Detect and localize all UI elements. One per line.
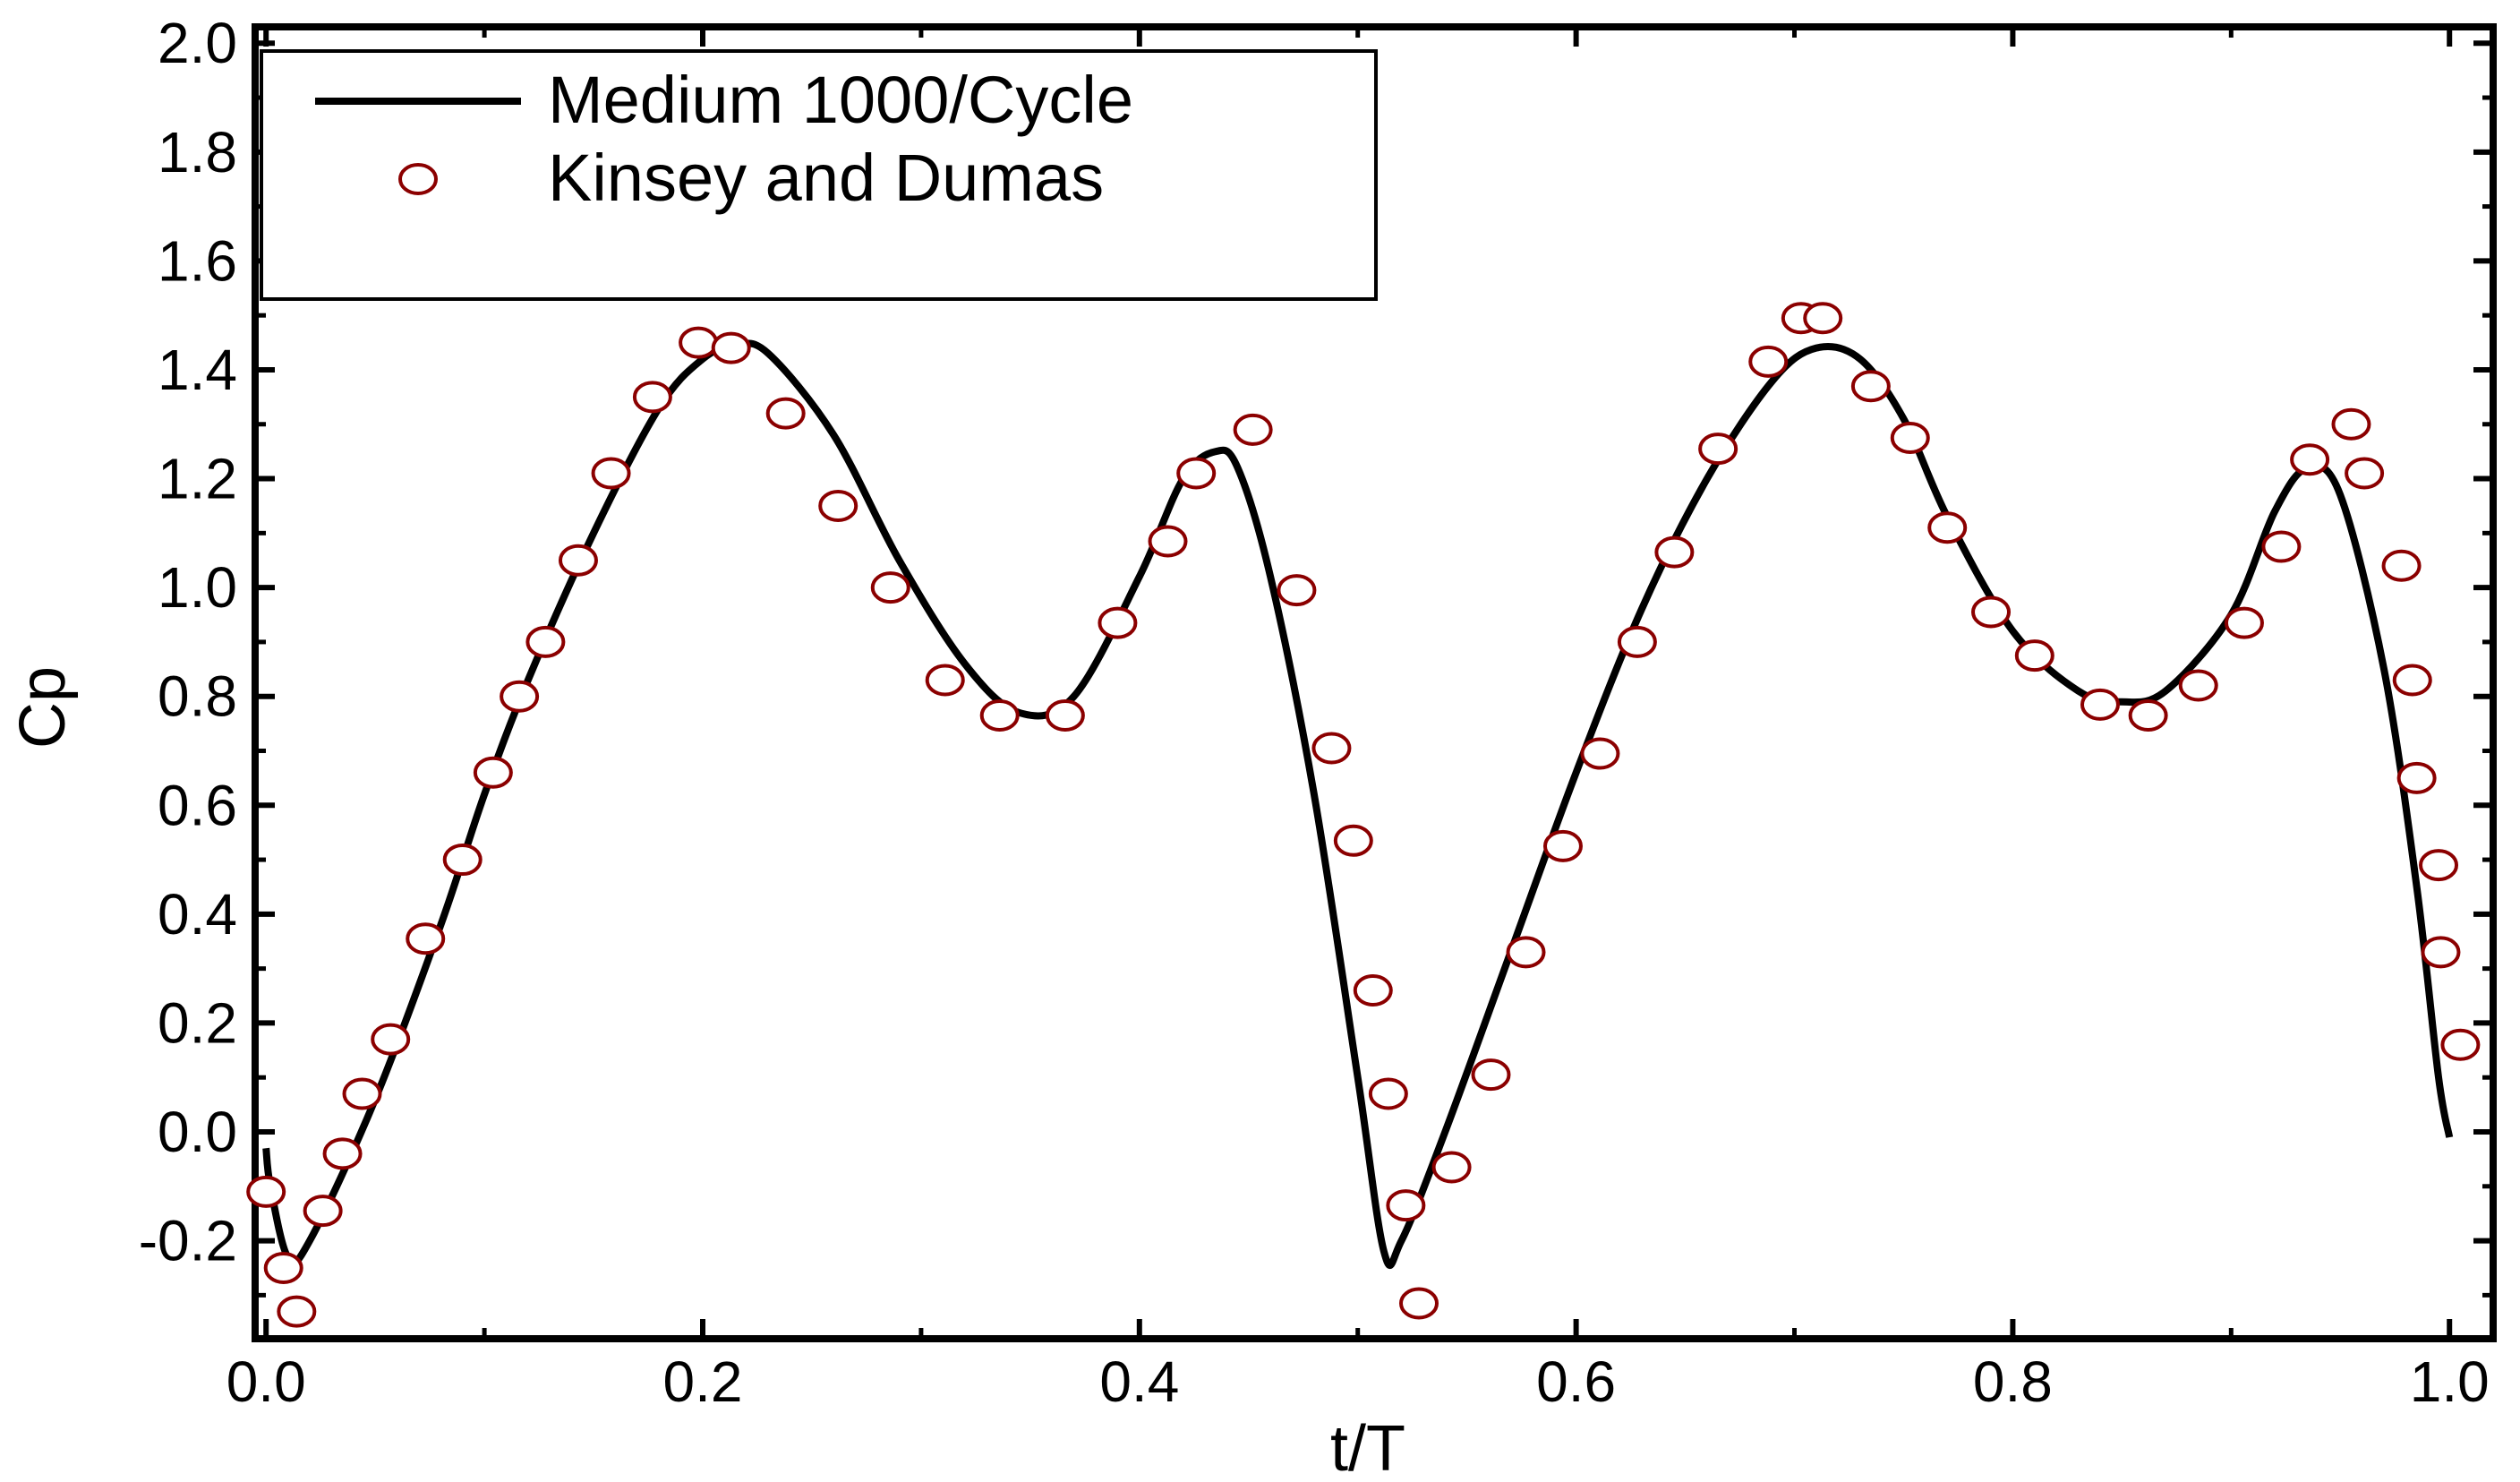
data-point-kinsey-dumas <box>1148 525 1188 558</box>
data-point-kinsey-dumas <box>1927 511 1968 544</box>
data-point-kinsey-dumas <box>818 489 859 522</box>
data-point-kinsey-dumas <box>1277 574 1317 607</box>
data-point-kinsey-dumas <box>2440 1028 2481 1061</box>
x-tick-label: 0.6 <box>1536 1349 1616 1414</box>
y-tick-label: 0.2 <box>158 990 237 1055</box>
data-point-kinsey-dumas <box>1748 345 1789 378</box>
data-point-kinsey-dumas <box>1368 1077 1408 1110</box>
data-point-kinsey-dumas <box>1098 606 1138 639</box>
x-tick-label: 0.0 <box>226 1349 306 1414</box>
data-point-kinsey-dumas <box>679 326 719 359</box>
data-point-kinsey-dumas <box>371 1023 411 1056</box>
data-point-kinsey-dumas <box>1233 413 1273 446</box>
legend-label-line-series: Medium 1000/Cycle <box>548 63 1133 137</box>
data-point-kinsey-dumas <box>1353 973 1393 1007</box>
y-tick-label: 1.6 <box>158 228 237 293</box>
data-point-kinsey-dumas <box>2345 457 2385 490</box>
data-point-kinsey-dumas <box>2261 530 2302 563</box>
data-point-kinsey-dumas <box>979 698 1020 732</box>
data-point-kinsey-dumas <box>1698 433 1738 466</box>
x-tick-label: 0.2 <box>663 1349 743 1414</box>
data-point-kinsey-dumas <box>1654 535 1695 569</box>
data-point-kinsey-dumas <box>525 625 566 658</box>
legend-label-scatter-series: Kinsey and Dumas <box>548 141 1104 215</box>
data-point-kinsey-dumas <box>246 1175 286 1208</box>
data-point-kinsey-dumas <box>2392 664 2432 697</box>
data-point-kinsey-dumas <box>2080 688 2120 721</box>
y-tick-label: 1.2 <box>158 447 237 511</box>
data-point-kinsey-dumas <box>277 1295 317 1328</box>
data-point-kinsey-dumas <box>2014 639 2054 672</box>
y-tick-label: 1.0 <box>158 555 237 620</box>
data-point-kinsey-dumas <box>925 664 965 697</box>
legend-box <box>260 49 1378 301</box>
data-point-kinsey-dumas <box>1333 824 1373 857</box>
data-point-kinsey-dumas <box>1045 698 1085 732</box>
y-tick-label: 2.0 <box>158 11 237 75</box>
data-point-kinsey-dumas <box>1803 302 1843 335</box>
legend-marker-symbol <box>398 163 438 195</box>
data-point-kinsey-dumas <box>711 331 751 364</box>
data-point-kinsey-dumas <box>1386 1189 1426 1222</box>
data-point-kinsey-dumas <box>1506 936 1546 969</box>
data-point-kinsey-dumas <box>442 844 483 877</box>
data-point-kinsey-dumas <box>263 1251 303 1284</box>
data-point-kinsey-dumas <box>500 680 540 713</box>
data-point-kinsey-dumas <box>2421 936 2461 969</box>
y-axis-title: Cp <box>7 666 79 749</box>
series-line-medium-1000-cycle <box>262 339 2454 1270</box>
data-point-kinsey-dumas <box>870 571 910 604</box>
data-point-kinsey-dumas <box>1471 1058 1511 1092</box>
axis-tick-labels: 0.0 0.2 0.4 0.6 0.8 1.0 -0.2 0.0 0.2 0.4 0.6 0.8 1.0… <box>139 11 2490 1414</box>
plot-border <box>252 23 2497 1342</box>
data-point-kinsey-dumas <box>1617 625 1657 658</box>
data-point-kinsey-dumas <box>342 1077 382 1110</box>
x-tick-label: 0.4 <box>1099 1349 1179 1414</box>
x-axis-title: t/T <box>1330 1413 1405 1482</box>
data-point-kinsey-dumas <box>558 544 598 577</box>
legend: Medium 1000/Cycle Kinsey and Dumas <box>260 49 1378 301</box>
data-point-kinsey-dumas <box>1311 732 1352 765</box>
data-point-kinsey-dumas <box>1431 1151 1472 1184</box>
y-tick-label: -0.2 <box>139 1209 237 1273</box>
data-point-kinsey-dumas <box>1850 370 1891 403</box>
data-point-kinsey-dumas <box>1542 829 1583 862</box>
data-point-kinsey-dumas <box>2419 849 2459 882</box>
data-point-kinsey-dumas <box>1399 1287 1439 1320</box>
data-point-kinsey-dumas <box>2290 443 2330 476</box>
data-point-kinsey-dumas <box>406 922 446 955</box>
plot-frame <box>252 23 2497 1342</box>
y-tick-label: 0.8 <box>158 664 237 729</box>
y-tick-label: 0.6 <box>158 773 237 837</box>
data-point-kinsey-dumas <box>2331 407 2371 441</box>
data-point-kinsey-dumas <box>322 1137 363 1170</box>
y-tick-label: 0.0 <box>158 1100 237 1164</box>
x-tick-label: 0.8 <box>1973 1349 2053 1414</box>
data-point-kinsey-dumas <box>2178 669 2218 702</box>
data-point-kinsey-dumas <box>2128 698 2168 732</box>
data-point-kinsey-dumas <box>303 1195 343 1228</box>
y-tick-label: 1.4 <box>158 338 237 402</box>
data-point-kinsey-dumas <box>1176 457 1217 490</box>
data-point-kinsey-dumas <box>765 397 806 430</box>
data-point-kinsey-dumas <box>2396 761 2437 794</box>
data-point-kinsey-dumas <box>632 381 672 414</box>
y-tick-label: 1.8 <box>158 120 237 184</box>
y-tick-label: 0.4 <box>158 882 237 947</box>
data-point-kinsey-dumas <box>473 756 513 789</box>
data-point-kinsey-dumas <box>1971 595 2012 629</box>
data-point-kinsey-dumas <box>2381 549 2422 582</box>
data-point-kinsey-dumas <box>1580 737 1620 770</box>
data-point-kinsey-dumas <box>2224 606 2264 639</box>
data-point-kinsey-dumas <box>1890 421 1930 454</box>
data-point-kinsey-dumas <box>591 457 631 490</box>
x-tick-label: 1.0 <box>2410 1349 2490 1414</box>
series-layer <box>246 302 2481 1328</box>
